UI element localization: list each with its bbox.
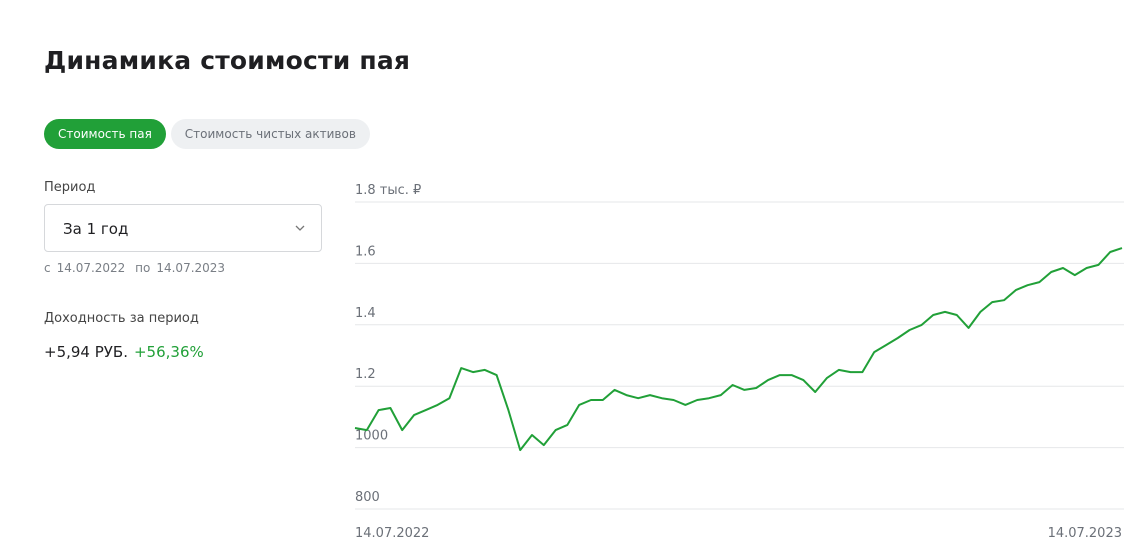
tab[interactable]: Стоимость чистых активов [170, 119, 370, 149]
period-label: Период [44, 180, 96, 195]
y-tick-label: 1000 [355, 429, 388, 444]
range-prefix: по [135, 261, 151, 275]
tabs: Стоимость пая Стоимость чистых активов [44, 119, 370, 149]
select-value: За 1 год [63, 220, 129, 238]
y-tick-label: 1.4 [355, 306, 376, 321]
page-title: Динамика стоимости пая [44, 46, 411, 75]
y-tick-label: 1.2 [355, 367, 376, 382]
y-tick-label: 800 [355, 490, 380, 505]
y-tick-label: 1.8 тыс. ₽ [355, 183, 421, 198]
yield-rub: +5,94 РУБ. [44, 343, 128, 361]
period-select[interactable]: За 1 год [44, 204, 322, 252]
price-line [354, 247, 1123, 452]
range-from: 14.07.2022 [56, 261, 126, 275]
period-range: с 14.07.2022 по 14.07.2023 [44, 261, 231, 275]
yield-percent: +56,36% [133, 343, 204, 361]
chevron [295, 225, 305, 231]
x-tick-label: 14.07.2023 [1048, 526, 1122, 541]
yield-values: +5,94 РУБ. +56,36% [44, 343, 204, 361]
yield-label: Доходность за период [44, 311, 199, 326]
range-prefix: с [44, 261, 51, 275]
tab[interactable]: Стоимость пая [44, 119, 166, 149]
y-tick-label: 1.6 [355, 244, 376, 259]
x-tick-label: 14.07.2022 [355, 526, 429, 541]
range-to: 14.07.2023 [156, 261, 226, 275]
